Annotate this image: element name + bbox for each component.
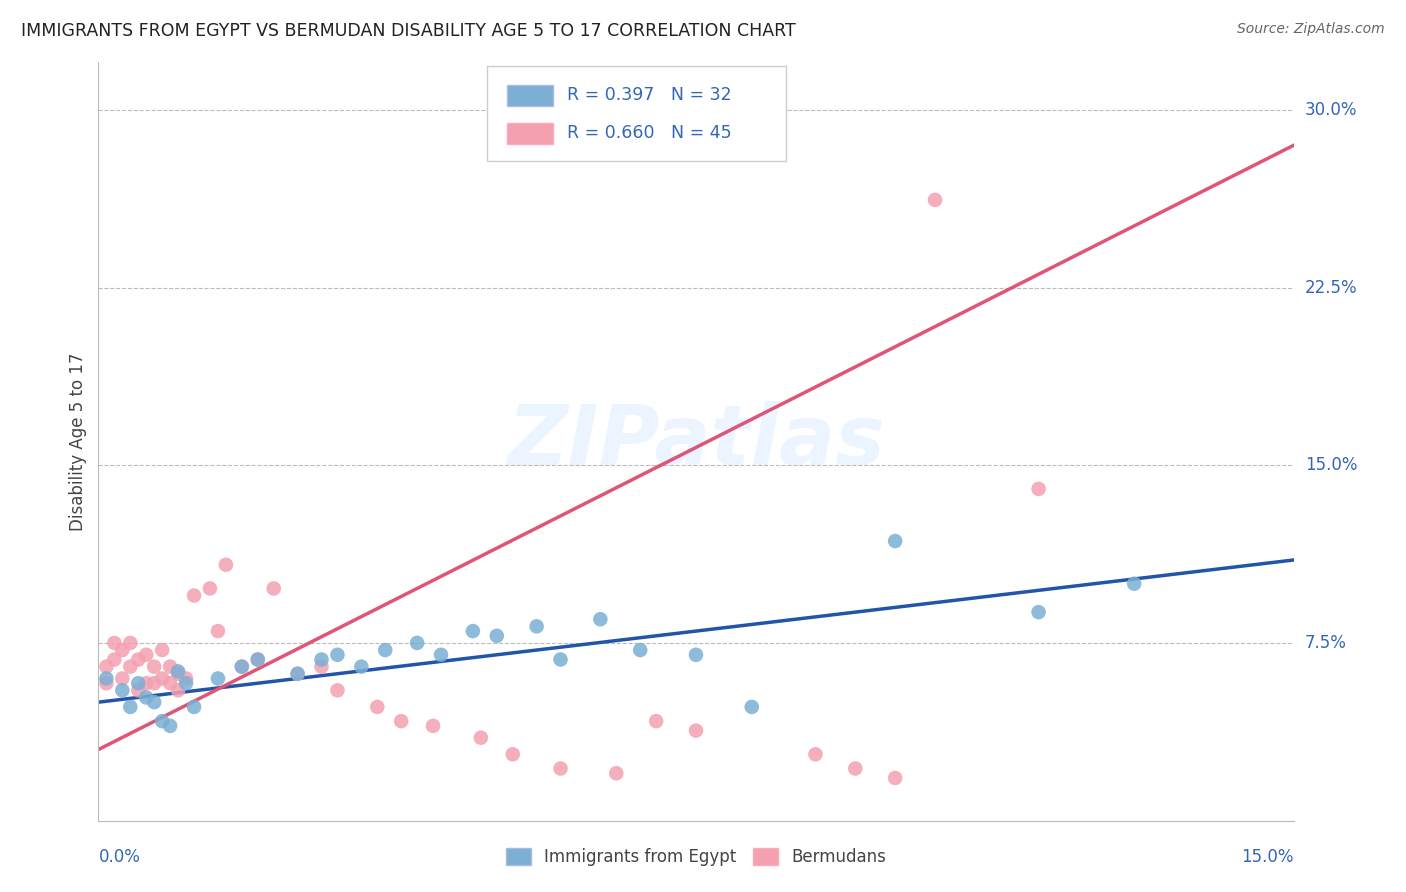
Point [422,719,444,733]
Point [1028,482,1050,496]
Point [287,666,309,681]
Point [150,672,173,686]
Point [430,648,453,662]
Point [143,676,166,690]
Point [374,643,396,657]
Point [231,659,253,673]
Point [167,683,190,698]
Point [143,695,166,709]
Point [461,624,484,639]
Point [103,636,125,650]
Point [120,636,142,650]
Point [96,659,118,673]
Text: IMMIGRANTS FROM EGYPT VS BERMUDAN DISABILITY AGE 5 TO 17 CORRELATION CHART: IMMIGRANTS FROM EGYPT VS BERMUDAN DISABI… [21,22,796,40]
Point [174,672,197,686]
Point [111,672,134,686]
Point [143,659,166,673]
Y-axis label: Disability Age 5 to 17: Disability Age 5 to 17 [69,352,87,531]
Point [183,699,205,714]
Point [884,771,907,785]
Point [645,714,668,728]
Point [485,629,508,643]
Point [350,659,373,673]
Point [389,714,412,728]
Point [231,659,253,673]
Point [207,672,229,686]
Text: 22.5%: 22.5% [1305,278,1357,296]
Point [183,589,205,603]
Point [844,762,866,776]
Text: 7.5%: 7.5% [1305,634,1347,652]
Point [159,719,181,733]
Point [127,683,149,698]
Point [135,648,157,662]
Text: 30.0%: 30.0% [1305,101,1357,119]
Point [120,659,142,673]
Point [311,659,333,673]
Point [685,723,707,738]
Point [263,582,285,596]
Point [127,676,149,690]
Point [884,534,907,549]
Point [589,612,612,626]
Point [1028,605,1050,619]
Point [628,643,651,657]
Point [1123,576,1146,591]
Point [924,193,946,207]
FancyBboxPatch shape [486,66,786,161]
Point [150,643,173,657]
Point [215,558,238,572]
Point [804,747,827,762]
Point [198,582,221,596]
Point [150,714,173,728]
Point [96,672,118,686]
Point [741,699,763,714]
Text: 15.0%: 15.0% [1241,848,1294,866]
Point [470,731,492,745]
Point [550,652,572,666]
Text: ZIPatlas: ZIPatlas [508,401,884,482]
Point [167,665,190,679]
Point [103,652,125,666]
Point [96,676,118,690]
Point [135,676,157,690]
Legend: Immigrants from Egypt, Bermudans: Immigrants from Egypt, Bermudans [499,841,893,873]
Point [135,690,157,705]
Point [167,666,190,681]
Point [502,747,524,762]
Point [326,683,349,698]
Text: R = 0.397   N = 32: R = 0.397 N = 32 [567,86,731,104]
Point [287,666,309,681]
Point [605,766,627,780]
Text: 15.0%: 15.0% [1305,456,1357,475]
Point [120,699,142,714]
Point [246,652,269,666]
Point [159,659,181,673]
FancyBboxPatch shape [508,123,553,145]
Point [326,648,349,662]
Point [207,624,229,639]
Point [174,676,197,690]
Point [550,762,572,776]
Point [311,652,333,666]
Point [111,643,134,657]
Point [685,648,707,662]
FancyBboxPatch shape [508,85,553,106]
Point [526,619,548,633]
Text: 0.0%: 0.0% [98,848,141,866]
Point [111,683,134,698]
Point [127,652,149,666]
Text: Source: ZipAtlas.com: Source: ZipAtlas.com [1237,22,1385,37]
Text: R = 0.660   N = 45: R = 0.660 N = 45 [567,124,731,142]
Point [406,636,429,650]
Point [366,699,388,714]
Point [159,676,181,690]
Point [246,652,269,666]
